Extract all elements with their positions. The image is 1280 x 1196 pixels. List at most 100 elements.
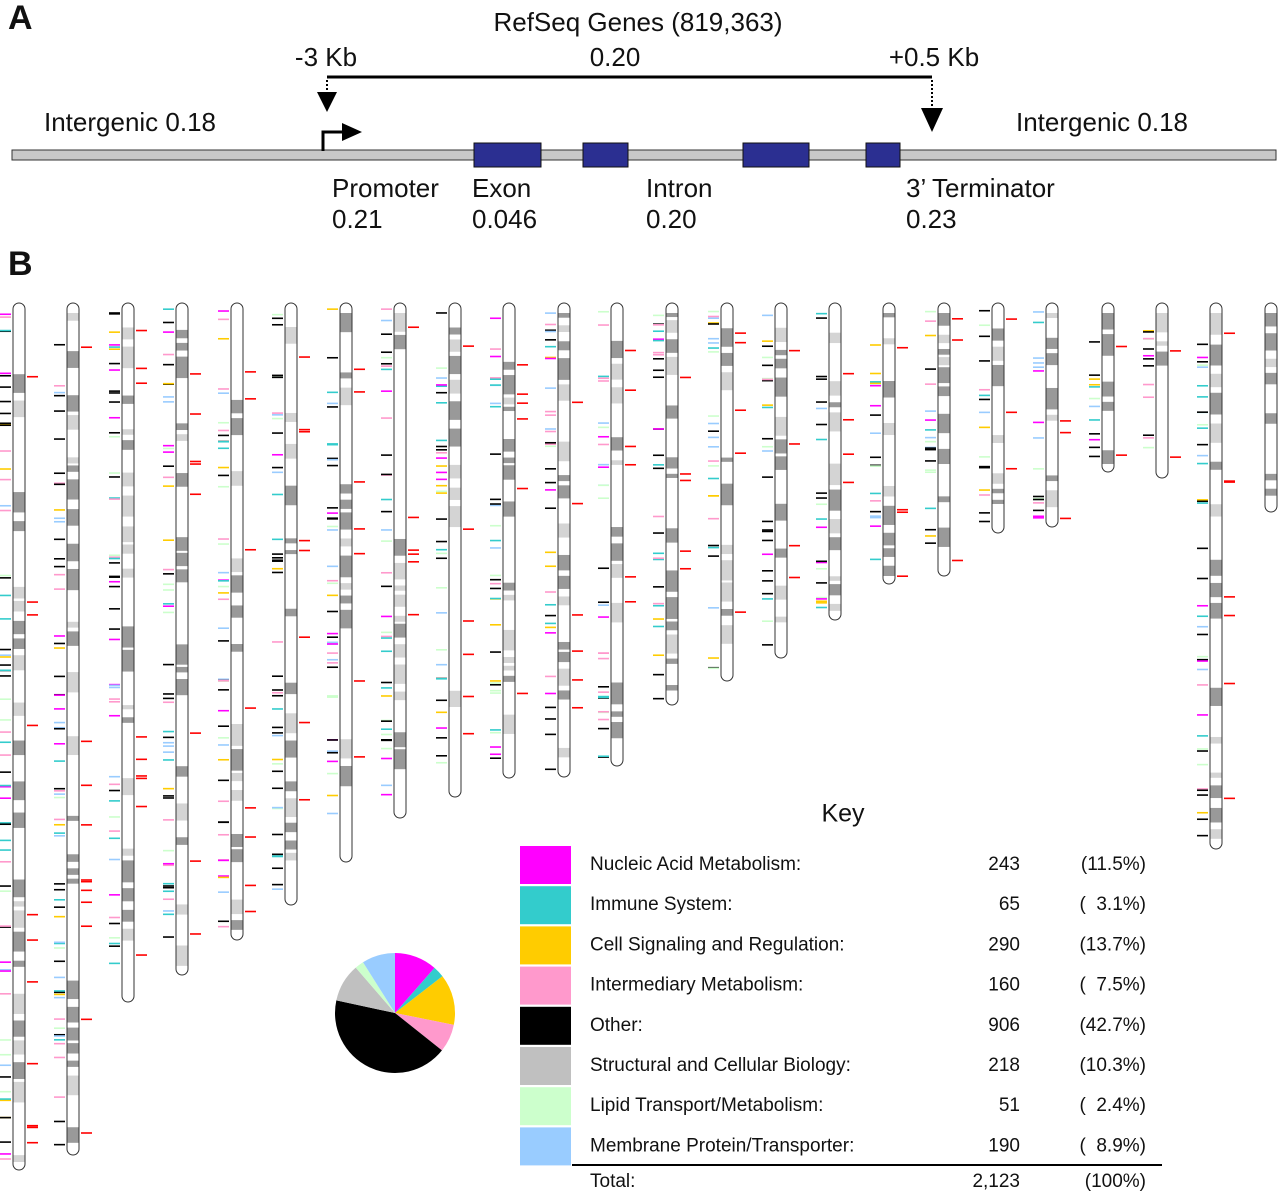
band: [449, 487, 461, 500]
band: [13, 960, 25, 967]
band: [558, 485, 570, 499]
band: [122, 705, 134, 710]
band: [67, 457, 79, 464]
band: [503, 439, 515, 452]
band: [666, 457, 678, 469]
band: [394, 644, 406, 658]
gene-title: RefSeq Genes (819,363): [493, 7, 782, 37]
key-count: 906: [988, 1015, 1020, 1036]
band: [67, 395, 79, 412]
band: [13, 1155, 25, 1162]
band: [13, 374, 25, 393]
intergenic-label: Intergenic 0.18: [44, 107, 216, 137]
band: [122, 909, 134, 922]
chromosomes: [0, 302, 1278, 1171]
band: [883, 485, 895, 497]
key-swatch: [520, 846, 571, 884]
band: [122, 429, 134, 435]
band: [666, 597, 678, 619]
band: [1210, 807, 1222, 823]
band: [938, 496, 950, 503]
band: [340, 372, 352, 379]
band: [721, 372, 733, 391]
band: [176, 423, 188, 431]
band: [1210, 602, 1222, 619]
band: [829, 537, 841, 551]
key-label: Membrane Protein/Transporter:: [590, 1135, 854, 1156]
band: [829, 332, 841, 344]
band: [558, 441, 570, 462]
band: [231, 471, 243, 486]
intergenic-label: Intergenic 0.18: [1016, 107, 1188, 137]
key-label: Structural and Cellular Biology:: [590, 1055, 851, 1076]
band: [231, 833, 243, 847]
band: [666, 339, 678, 353]
band: [503, 675, 515, 682]
promoter-arrow: [342, 123, 362, 141]
band: [176, 666, 188, 673]
band: [775, 439, 787, 454]
band: [721, 328, 733, 347]
band: [13, 781, 25, 801]
band: [340, 484, 352, 494]
band: [13, 1062, 25, 1080]
band: [13, 702, 25, 716]
band: [1046, 387, 1058, 410]
band: [775, 327, 787, 343]
band: [558, 596, 570, 606]
panel-label: A: [8, 0, 33, 37]
band: [67, 868, 79, 875]
band: [176, 434, 188, 441]
band: [1265, 413, 1277, 424]
band: [883, 565, 895, 576]
key-percent: ( 3.1%): [1079, 894, 1146, 915]
band: [394, 691, 406, 701]
pie-slice: [335, 1000, 442, 1073]
band: [122, 649, 134, 672]
band: [721, 625, 733, 644]
band: [938, 348, 950, 355]
key-swatch: [520, 926, 571, 965]
band: [938, 413, 950, 434]
band: [13, 993, 25, 1014]
band: [883, 548, 895, 557]
band: [1156, 341, 1168, 346]
band: [883, 313, 895, 318]
band: [666, 405, 678, 419]
band: [449, 506, 461, 528]
band: [231, 418, 243, 436]
band: [67, 568, 79, 591]
key-swatch: [520, 1047, 571, 1085]
band: [1210, 373, 1222, 388]
band: [285, 412, 297, 422]
band: [1102, 401, 1114, 411]
band: [503, 582, 515, 591]
band: [122, 346, 134, 369]
band: [1210, 772, 1222, 778]
band: [1265, 333, 1277, 351]
band: [67, 1043, 79, 1054]
band: [883, 338, 895, 345]
chromosome: [774, 302, 788, 659]
band: [503, 714, 515, 734]
band: [67, 415, 79, 430]
band: [1210, 504, 1222, 517]
band: [992, 473, 1004, 484]
band: [67, 1127, 79, 1143]
band: [558, 651, 570, 663]
band: [231, 575, 243, 593]
band: [449, 464, 461, 479]
band: [611, 363, 623, 380]
band: [340, 583, 352, 590]
band: [13, 1020, 25, 1037]
band: [176, 904, 188, 915]
band: [992, 488, 1004, 494]
region-name: Intron: [646, 173, 713, 203]
band: [721, 483, 733, 506]
band: [558, 747, 570, 758]
band: [1265, 358, 1277, 368]
region-name: 3’ Terminator: [906, 173, 1055, 203]
band: [1210, 829, 1222, 839]
band: [340, 739, 352, 759]
chromosome: [448, 302, 462, 798]
